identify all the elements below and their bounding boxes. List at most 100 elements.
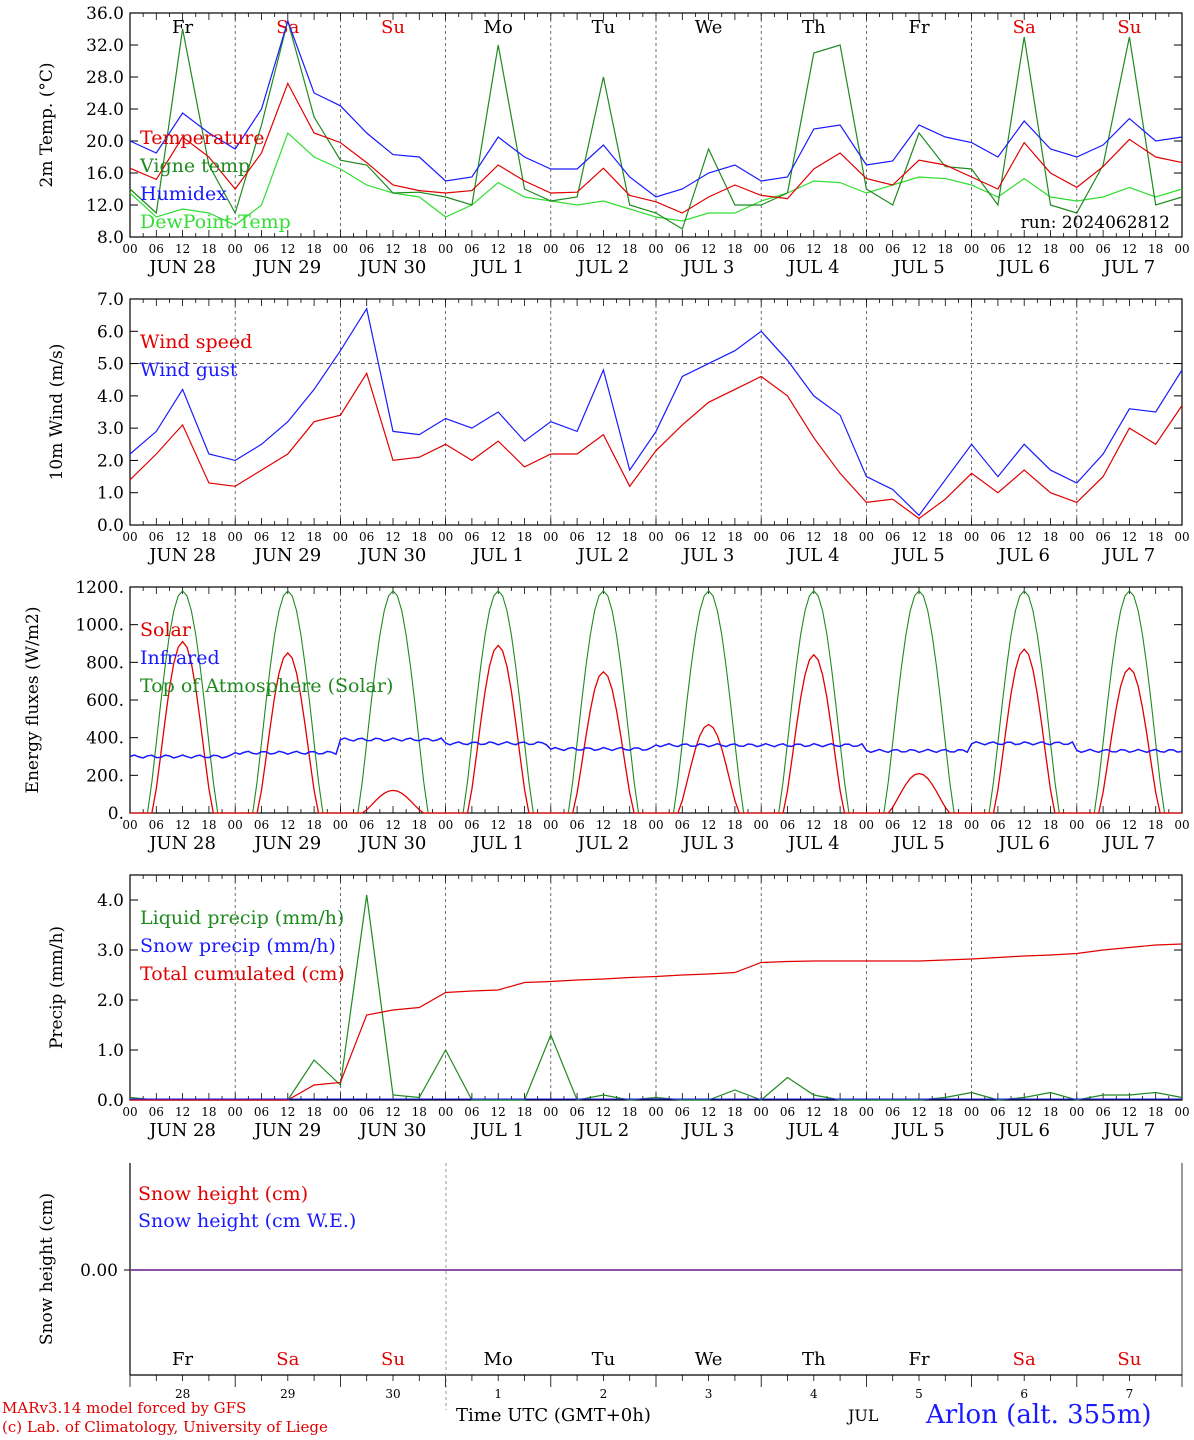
hour-tick-label: 00 <box>1069 818 1084 832</box>
hour-tick-label: 12 <box>175 818 190 832</box>
hour-tick-label: 06 <box>675 530 690 544</box>
precip-panel: 00 06 12 18 00 06 12 18 00 06 12 18 00 06 12 18 00 06 12 18… <box>47 874 1190 1141</box>
hour-tick-label: 06 <box>569 818 584 832</box>
hour-tick-label: 18 <box>622 530 637 544</box>
hour-tick-label: 06 <box>464 818 479 832</box>
hour-tick-label: 00 <box>122 530 137 544</box>
hour-tick-label: 18 <box>832 1105 847 1119</box>
hour-tick-label: 18 <box>622 242 637 256</box>
y-tick-label: 1.0 <box>97 1041 124 1061</box>
snow-panel: 0.00 Snow height (cm) Snow height (cm) Snow… <box>37 1163 1183 1410</box>
hour-tick-label: 18 <box>938 818 953 832</box>
hour-tick-label: 12 <box>911 242 926 256</box>
y-tick-label: 0.0 <box>97 1091 124 1111</box>
hour-tick-label: 00 <box>648 1105 663 1119</box>
y-tick-label: 28.0 <box>86 68 124 88</box>
hour-tick-label: 12 <box>911 1105 926 1119</box>
day-label: JUN 29 <box>252 545 321 566</box>
hour-tick-label: 18 <box>727 818 742 832</box>
hour-tick-label: 00 <box>1174 530 1189 544</box>
hour-tick-label: 12 <box>911 818 926 832</box>
hour-tick-label: 12 <box>911 530 926 544</box>
weekday-label: Sa <box>1013 17 1036 38</box>
day-label: JUL 6 <box>996 833 1050 854</box>
hour-tick-label: 00 <box>754 1105 769 1119</box>
day-number-label: 6 <box>1020 1387 1028 1401</box>
hour-tick-label: 18 <box>412 818 427 832</box>
hour-tick-label: 06 <box>1095 1105 1110 1119</box>
day-label: JUL 7 <box>1102 545 1156 566</box>
day-label: JUL 1 <box>470 545 524 566</box>
hour-tick-label: 06 <box>780 818 795 832</box>
day-label: JUN 28 <box>147 833 216 854</box>
y-tick-label: 16.0 <box>86 164 124 184</box>
hour-tick-label: 00 <box>543 1105 558 1119</box>
day-label: JUN 29 <box>252 1120 321 1141</box>
legend-entry: Vigne temp <box>139 155 250 177</box>
weekday-label: Fr <box>172 17 193 38</box>
legend-entry: Humidex <box>140 183 227 205</box>
day-number-label: 1 <box>494 1387 502 1401</box>
hour-tick-label: 06 <box>254 242 269 256</box>
hour-tick-label: 06 <box>990 818 1005 832</box>
hour-tick-label: 06 <box>990 1105 1005 1119</box>
hour-tick-label: 12 <box>596 242 611 256</box>
day-label: JUL 6 <box>996 545 1050 566</box>
day-number-label: 28 <box>175 1387 190 1401</box>
day-label: JUL 3 <box>681 545 735 566</box>
hour-tick-label: 00 <box>859 1105 874 1119</box>
hour-tick-label: 18 <box>727 242 742 256</box>
hour-tick-label: 12 <box>280 242 295 256</box>
hour-tick-label: 18 <box>622 1105 637 1119</box>
day-label: JUN 30 <box>358 545 427 566</box>
hour-tick-label: 18 <box>1043 818 1058 832</box>
hour-tick-label: 00 <box>754 530 769 544</box>
hour-tick-label: 12 <box>175 530 190 544</box>
y-tick-label: 8.0 <box>97 228 124 248</box>
hour-tick-label: 00 <box>333 530 348 544</box>
day-label: JUL 5 <box>891 545 945 566</box>
weekday-label: We <box>695 17 723 38</box>
hour-tick-label: 00 <box>648 818 663 832</box>
hour-tick-label: 00 <box>122 818 137 832</box>
hour-tick-label: 06 <box>990 242 1005 256</box>
hour-tick-label: 00 <box>1069 242 1084 256</box>
hour-tick-label: 06 <box>464 530 479 544</box>
hour-tick-label: 18 <box>938 1105 953 1119</box>
legend-entry: Snow precip (mm/h) <box>140 935 336 957</box>
day-label: JUL 3 <box>681 257 735 278</box>
day-label: JUL 5 <box>891 1120 945 1141</box>
series-line-solar <box>130 640 1182 814</box>
hour-tick-label: 00 <box>859 818 874 832</box>
hour-tick-label: 06 <box>569 242 584 256</box>
hour-tick-label: 12 <box>491 818 506 832</box>
legend-entry: Total cumulated (cm) <box>140 963 345 985</box>
hour-tick-label: 12 <box>491 1105 506 1119</box>
series-line-dewpoint-temp <box>129 131 1183 226</box>
hour-tick-label: 12 <box>1017 1105 1032 1119</box>
hour-tick-label: 06 <box>359 1105 374 1119</box>
y-tick-label: 24.0 <box>86 100 124 120</box>
hour-tick-label: 12 <box>701 818 716 832</box>
y-tick-label: 7.0 <box>97 290 124 310</box>
y-tick-label: 600. <box>86 691 124 711</box>
hour-tick-label: 18 <box>201 1105 216 1119</box>
hour-tick-label: 00 <box>543 242 558 256</box>
hour-tick-label: 06 <box>359 242 374 256</box>
hour-tick-label: 18 <box>517 242 532 256</box>
legend-entry: Snow height (cm W.E.) <box>138 1210 356 1232</box>
hour-tick-label: 12 <box>385 242 400 256</box>
hour-tick-label: 18 <box>412 1105 427 1119</box>
wind-panel: 00 06 12 18 00 06 12 18 00 06 12 18 00 06 12 18 00 06 12 18… <box>47 290 1190 566</box>
day-label: JUL 4 <box>786 833 840 854</box>
hour-tick-label: 18 <box>938 530 953 544</box>
hour-tick-label: 00 <box>228 818 243 832</box>
hour-tick-label: 06 <box>780 242 795 256</box>
hour-tick-label: 18 <box>517 530 532 544</box>
hour-tick-label: 12 <box>385 530 400 544</box>
hour-tick-label: 12 <box>1122 1105 1137 1119</box>
y-tick-label: 5.0 <box>97 355 124 375</box>
series-line-wind-speed <box>129 371 1183 520</box>
hour-tick-label: 18 <box>306 530 321 544</box>
y-axis-title: Snow height (cm) <box>37 1193 57 1345</box>
